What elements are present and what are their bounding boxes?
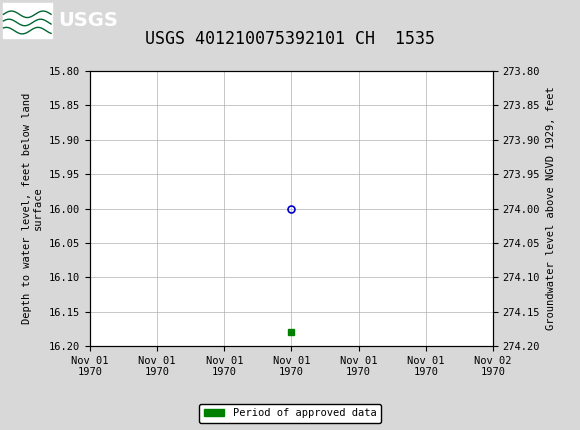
Legend: Period of approved data: Period of approved data [200, 404, 380, 423]
Text: USGS 401210075392101 CH  1535: USGS 401210075392101 CH 1535 [145, 30, 435, 48]
FancyBboxPatch shape [3, 3, 52, 37]
Y-axis label: Groundwater level above NGVD 1929, feet: Groundwater level above NGVD 1929, feet [546, 87, 556, 330]
Text: USGS: USGS [58, 11, 118, 30]
Y-axis label: Depth to water level, feet below land
surface: Depth to water level, feet below land su… [22, 93, 44, 324]
